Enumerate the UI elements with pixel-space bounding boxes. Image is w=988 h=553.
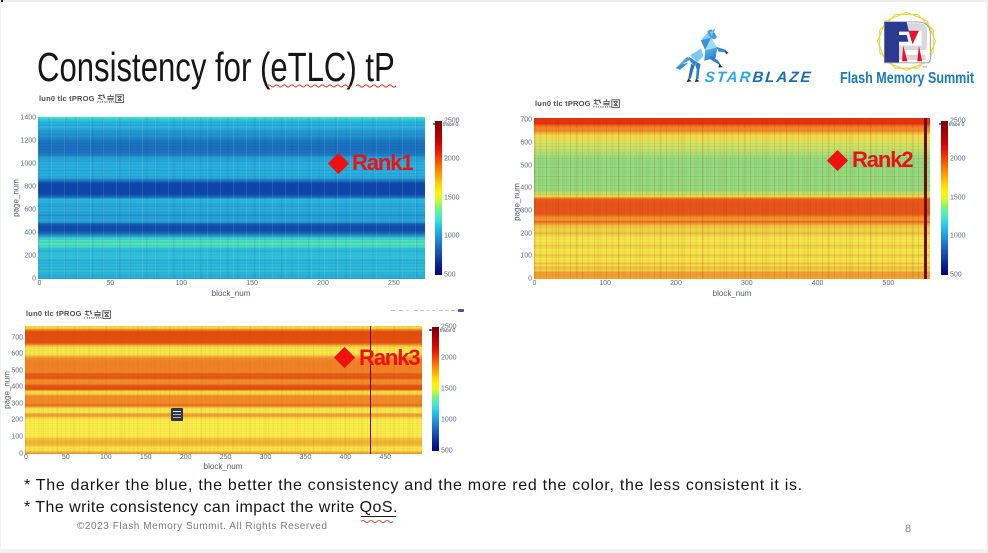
svg-text:TM: TM xyxy=(923,65,928,69)
